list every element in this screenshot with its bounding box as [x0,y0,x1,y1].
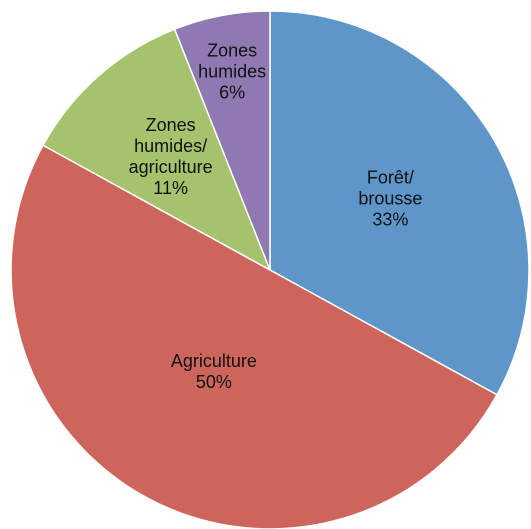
category-label: Zones humides [198,40,267,82]
category-label: Zones humides/ agriculture [128,115,213,178]
slice-label: Zones humides/ agriculture 11% [129,115,213,199]
slice-label: Zones humides 6% [198,40,266,103]
slice-label: Forêt/ brousse 33% [358,167,422,230]
pie-slice [173,10,271,271]
value-label: 50% [195,372,232,393]
pie-slice [42,28,272,272]
pie-slice [269,10,530,396]
category-label: Agriculture [170,351,257,372]
pie-slice [10,144,498,529]
value-label: 33% [372,209,409,230]
value-label: 6% [219,82,246,103]
slice-label: Agriculture 50% [171,351,257,393]
value-label: 11% [153,178,189,199]
category-label: Forêt/ brousse [358,167,423,209]
